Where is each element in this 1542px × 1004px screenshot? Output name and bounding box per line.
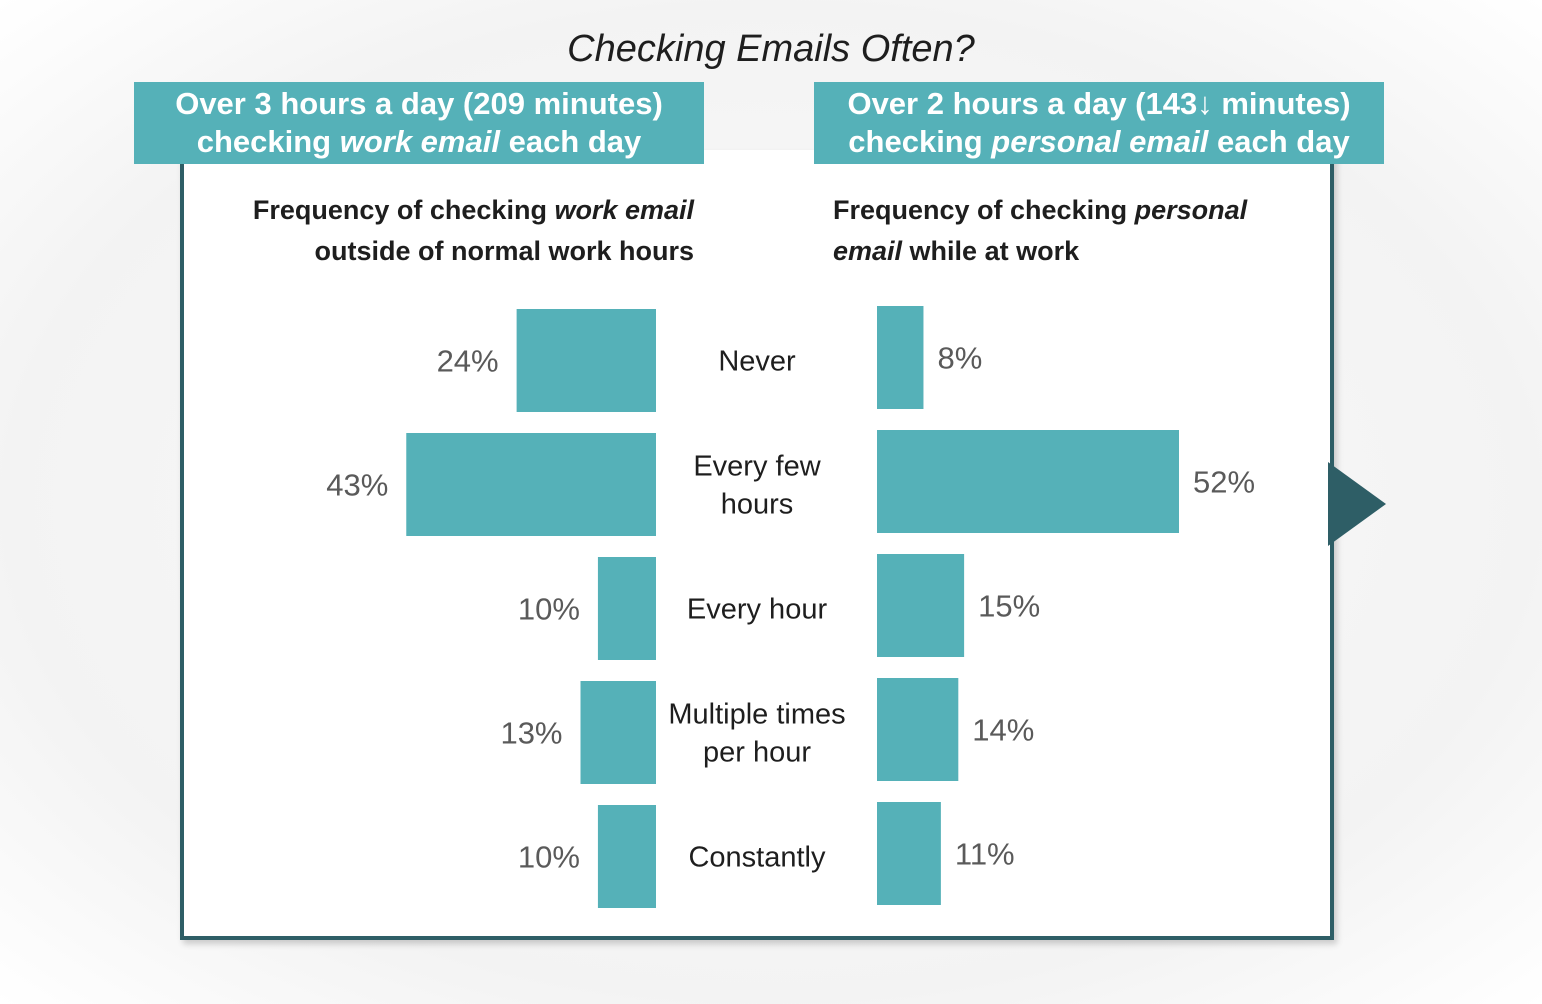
personal-banner-line2-em: personal email	[991, 124, 1209, 159]
work-banner-line2-post: each day	[499, 124, 642, 159]
work-subtitle-line2: outside of normal work hours	[314, 236, 694, 266]
work-email-subtitle: Frequency of checking work email outside…	[200, 190, 694, 272]
work-banner-line2: checking work email each day	[134, 123, 704, 161]
personal-banner-line2: checking personal email each day	[814, 123, 1384, 161]
personal-banner-line2-pre: checking	[848, 124, 992, 159]
work-email-banner: Over 3 hours a day (209 minutes) checkin…	[134, 82, 704, 164]
personal-email-subtitle: Frequency of checking personal email whi…	[833, 190, 1293, 272]
personal-bar-4	[877, 802, 941, 905]
category-label-3: Multiple times per hour	[668, 699, 845, 769]
category-label-1: Every few hours	[693, 451, 821, 521]
category-label-line: Multiple times	[668, 699, 845, 731]
personal-bar-label-0: 8%	[937, 341, 982, 376]
work-bar-label-4: 10%	[518, 840, 580, 875]
category-label-line: Never	[718, 346, 796, 378]
work-subtitle-line1-pre: Frequency of checking	[252, 195, 555, 225]
work-bar-4	[597, 805, 656, 908]
category-label-line: hours	[721, 489, 794, 521]
personal-bar-3	[877, 678, 959, 781]
personal-bar-1	[877, 430, 1179, 533]
work-subtitle-line1-em: work email	[554, 195, 694, 225]
personal-bar-label-1: 52%	[1193, 465, 1255, 500]
work-bar-0	[516, 309, 656, 412]
category-label-line: Constantly	[688, 842, 826, 874]
personal-email-banner: Over 2 hours a day (143↓ minutes) checki…	[814, 82, 1384, 164]
chart-frame	[180, 150, 1334, 940]
work-bar-2	[597, 557, 656, 660]
personal-bar-label-3: 14%	[972, 713, 1034, 748]
work-bar-label-0: 24%	[437, 344, 499, 379]
work-banner-line2-pre: checking	[196, 124, 340, 159]
personal-bar-2	[877, 554, 965, 657]
personal-subtitle-line2-em: email	[833, 236, 903, 266]
personal-banner-line2-post: each day	[1208, 124, 1350, 159]
work-bar-label-2: 10%	[518, 592, 580, 627]
category-label-0: Never	[718, 346, 796, 378]
personal-banner-line1: Over 2 hours a day (143↓ minutes)	[847, 86, 1351, 121]
work-banner-line2-em: work email	[339, 124, 500, 159]
personal-subtitle-line2-post: while at work	[902, 236, 1080, 266]
personal-subtitle-line1-pre: Frequency of checking	[833, 195, 1135, 225]
category-label-line: per hour	[703, 737, 811, 769]
work-bar-3	[580, 681, 656, 784]
personal-bar-label-2: 15%	[978, 589, 1040, 624]
work-banner-line1: Over 3 hours a day (209 minutes)	[175, 86, 663, 121]
frame-pointer-arrow	[1328, 462, 1386, 546]
work-bar-label-1: 43%	[326, 468, 388, 503]
chart-title: Checking Emails Often?	[567, 28, 975, 70]
work-bar-label-3: 13%	[500, 716, 562, 751]
personal-subtitle-line1-em: personal	[1134, 195, 1248, 225]
category-label-line: Every few	[693, 451, 821, 483]
category-label-line: Every hour	[687, 594, 828, 626]
work-bar-1	[406, 433, 656, 536]
personal-bar-label-4: 11%	[955, 837, 1015, 872]
category-label-2: Every hour	[687, 594, 828, 626]
personal-bar-0	[877, 306, 924, 409]
category-label-4: Constantly	[688, 842, 826, 874]
